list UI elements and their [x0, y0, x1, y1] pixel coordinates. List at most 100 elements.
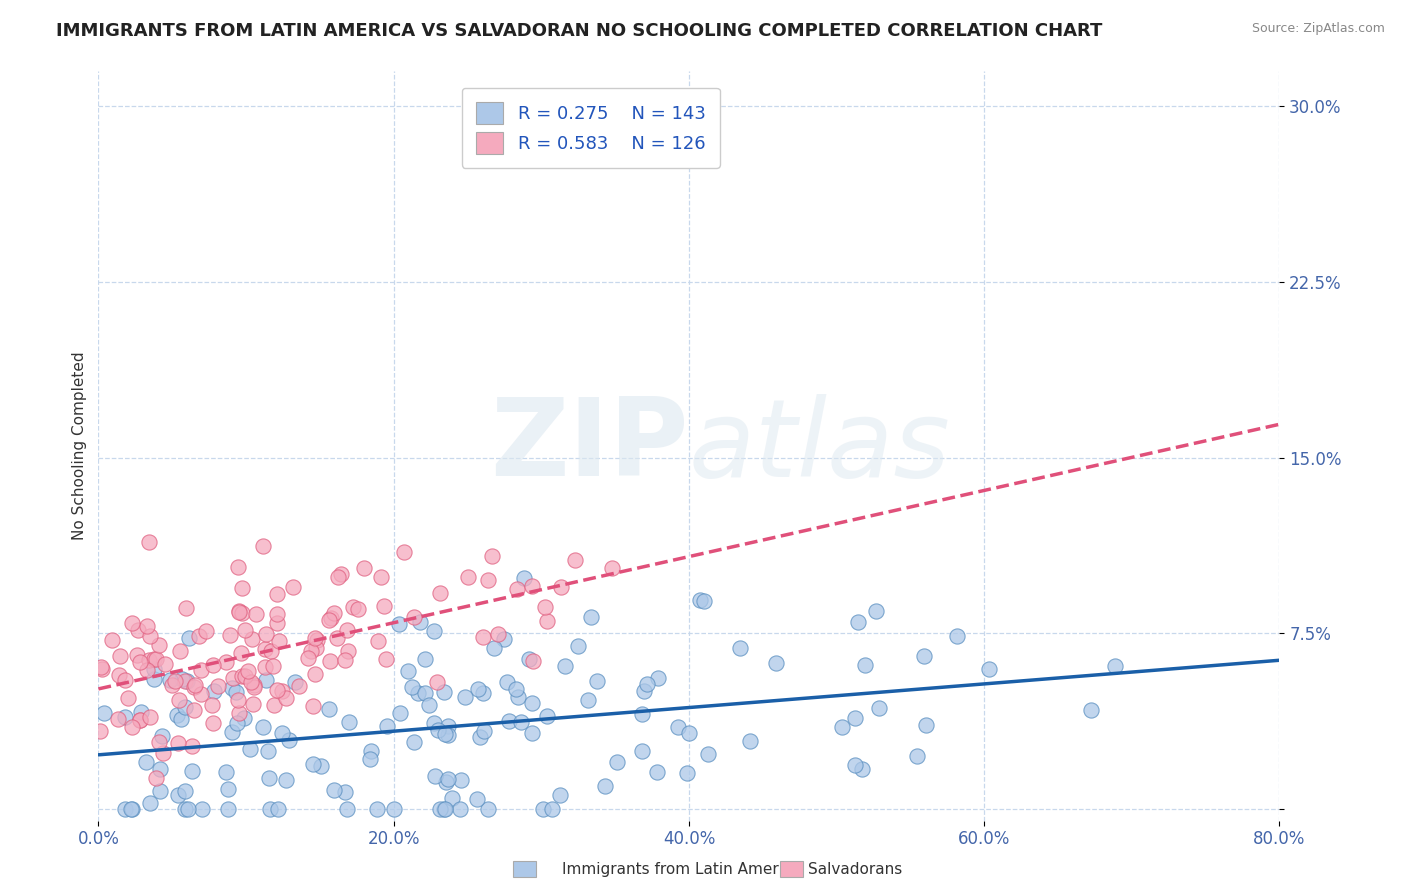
Point	[259, 802, 281, 816]
Point	[177, 802, 200, 816]
Point	[142, 662, 165, 676]
Point	[149, 762, 172, 776]
Point	[152, 746, 174, 760]
Point	[689, 593, 711, 607]
Point	[375, 719, 398, 733]
Point	[541, 802, 564, 816]
Point	[564, 552, 586, 566]
Point	[550, 580, 572, 594]
Point	[1104, 659, 1126, 673]
Point	[567, 639, 589, 653]
Point	[434, 802, 457, 816]
Text: Immigrants from Latin America: Immigrants from Latin America	[562, 863, 801, 877]
Point	[226, 716, 249, 731]
Point	[257, 771, 280, 785]
Point	[120, 802, 142, 816]
Point	[159, 673, 181, 687]
Point	[905, 749, 928, 764]
Point	[534, 599, 557, 614]
Point	[143, 652, 166, 666]
Point	[477, 574, 499, 588]
Point	[238, 664, 260, 678]
Point	[328, 569, 350, 583]
Point	[366, 802, 388, 816]
Point	[259, 644, 281, 658]
Point	[367, 633, 389, 648]
Point	[228, 706, 250, 721]
Point	[274, 691, 297, 706]
Point	[915, 718, 938, 732]
Point	[645, 764, 668, 779]
Point	[347, 601, 370, 615]
Point	[263, 698, 285, 712]
Point	[207, 679, 229, 693]
Point	[252, 720, 274, 734]
Point	[434, 774, 457, 789]
Point	[692, 594, 714, 608]
Point	[231, 646, 253, 660]
Point	[304, 632, 326, 646]
Point	[467, 792, 489, 806]
Point	[325, 631, 347, 645]
Point	[402, 734, 425, 748]
Point	[215, 765, 238, 780]
Point	[299, 644, 322, 658]
Point	[195, 624, 218, 639]
Point	[231, 669, 253, 683]
Point	[413, 686, 436, 700]
Point	[429, 802, 451, 816]
Point	[946, 629, 969, 643]
Point	[482, 640, 505, 655]
Point	[851, 762, 873, 776]
Point	[359, 752, 381, 766]
Point	[498, 714, 520, 729]
Point	[666, 720, 689, 734]
Point	[676, 766, 699, 780]
Point	[129, 713, 152, 727]
Y-axis label: No Schooling Completed: No Schooling Completed	[72, 351, 87, 541]
Point	[522, 654, 544, 668]
Point	[853, 657, 876, 672]
Point	[426, 675, 449, 690]
Point	[221, 681, 243, 695]
Point	[360, 744, 382, 758]
Point	[520, 579, 543, 593]
Point	[1080, 702, 1102, 716]
Point	[219, 628, 242, 642]
Point	[202, 683, 225, 698]
Point	[266, 682, 288, 697]
Point	[409, 615, 432, 629]
Point	[470, 730, 492, 744]
Point	[150, 729, 173, 743]
Point	[505, 582, 527, 596]
Point	[586, 674, 609, 689]
Point	[406, 686, 429, 700]
Point	[370, 570, 392, 584]
Point	[418, 698, 440, 712]
Point	[436, 772, 458, 786]
Point	[138, 629, 160, 643]
Point	[233, 669, 256, 683]
Point	[336, 802, 359, 816]
Point	[179, 631, 201, 645]
Point	[433, 726, 456, 740]
Point	[114, 802, 136, 816]
Point	[581, 610, 603, 624]
Point	[844, 711, 866, 725]
Point	[114, 710, 136, 724]
Point	[548, 789, 571, 803]
Point	[240, 632, 263, 647]
Point	[595, 779, 617, 793]
Point	[138, 653, 160, 667]
Point	[297, 651, 319, 665]
Point	[318, 654, 340, 668]
Point	[440, 790, 463, 805]
Point	[496, 674, 519, 689]
Point	[139, 796, 162, 810]
Point	[323, 783, 346, 797]
Point	[155, 657, 177, 672]
Text: IMMIGRANTS FROM LATIN AMERICA VS SALVADORAN NO SCHOOLING COMPLETED CORRELATION C: IMMIGRANTS FROM LATIN AMERICA VS SALVADO…	[56, 22, 1102, 40]
Point	[868, 700, 890, 714]
Point	[127, 623, 149, 637]
Point	[301, 699, 323, 714]
